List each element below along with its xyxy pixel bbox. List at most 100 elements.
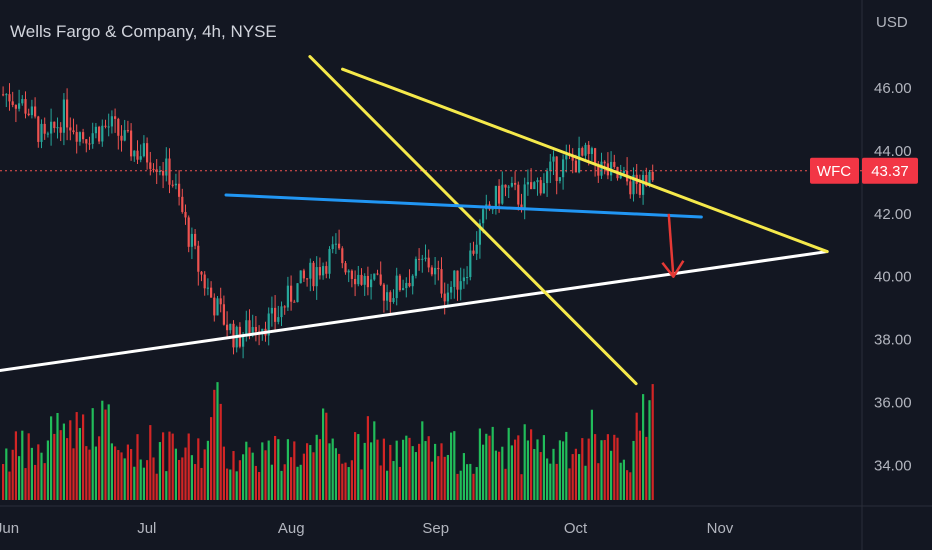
candle-body [629,181,632,195]
drawing-layer[interactable] [0,55,829,386]
volume-pane [2,382,654,500]
volume-bar [117,450,120,500]
falling-trend-line[interactable] [308,55,638,386]
candle-body [94,126,97,134]
resistance-trend-line[interactable] [341,67,829,254]
volume-bar [427,436,430,500]
volume-bar [421,421,424,500]
volume-bar [245,441,248,500]
down-arrow[interactable] [661,213,685,278]
candle-body [498,185,501,204]
candle-body [501,184,504,204]
candle-body [123,130,126,141]
volume-bar [328,443,331,500]
candle-body [366,275,369,288]
candle-body [357,274,360,285]
candle-body [610,161,613,176]
candle-body [37,116,40,142]
volume-bar [642,394,645,500]
candle-body [571,155,574,161]
candle-body [597,164,600,176]
volume-bar [472,473,475,500]
candle-body [43,123,46,134]
volume-bar [322,408,325,500]
candle-body [558,177,561,182]
volume-bar [638,430,641,500]
volume-bar [66,438,69,500]
candle-body [632,174,635,195]
candle-body [242,336,245,347]
volume-bar [130,449,133,500]
candle-body [402,288,405,291]
volume-bar [363,442,366,500]
price-tick-label: 44.00 [874,143,912,160]
volume-bar [248,447,251,500]
down-arrow-head [661,260,685,278]
candle-body [344,263,347,273]
candle-body [395,275,398,299]
candle-body [603,161,606,164]
volume-bar [443,456,446,500]
volume-bar [574,448,577,500]
candle-body [331,244,334,250]
volume-bar [418,443,421,500]
volume-bar [168,431,171,500]
candle-body [254,327,257,332]
volume-bar [446,454,449,500]
volume-bar [290,457,293,500]
candle-body [405,282,408,289]
volume-bar [50,416,53,500]
candle-body [619,173,622,179]
volume-bar [187,433,190,500]
volume-bar [270,464,273,500]
price-badge-label: 43.37 [871,163,909,180]
volume-bar [514,439,517,500]
volume-bar [357,434,360,500]
price-axis[interactable]: 46.00 44.00 42.00 40.00 38.00 36.00 34.00 [874,80,912,474]
volume-bar [274,435,277,500]
time-axis[interactable]: Jun Jul Aug Sep Oct Nov [0,520,734,537]
neckline-trend-line[interactable] [224,193,703,219]
candle-body [30,106,33,116]
candle-body [62,99,65,133]
volume-bar [306,443,309,500]
candle-body [523,184,526,208]
volume-bar [504,468,507,500]
candle-body [53,121,56,129]
volume-bar [194,464,197,500]
price-tick-label: 38.00 [874,332,912,349]
volume-bar [603,440,606,500]
candle-body [389,292,392,303]
candle-body [594,148,597,165]
volume-bar [619,462,622,500]
candle-body [507,186,510,188]
candle-body [190,233,193,247]
volume-bar [386,470,389,500]
volume-bar [350,460,353,500]
volume-bar [635,412,638,500]
candle-body [446,292,449,302]
volume-bar [325,412,328,500]
volume-bar [466,464,469,500]
candle-body [78,132,81,142]
volume-bar [546,458,549,500]
candle-body [277,317,280,322]
candle-body [251,327,254,336]
candle-body [126,130,129,132]
volume-bar [475,467,478,500]
candle-body [642,175,645,195]
candle-body [613,161,616,167]
down-arrow-shaft [667,213,675,277]
volume-bar [622,459,625,500]
volume-bar [408,437,411,500]
candle-body [504,184,507,188]
candle-body [194,233,197,246]
volume-bar [552,448,555,500]
volume-bar [152,457,155,500]
candle-body [229,323,232,331]
volume-bar [469,463,472,500]
volume-bar [293,441,296,500]
support-trend-line[interactable] [0,250,829,375]
